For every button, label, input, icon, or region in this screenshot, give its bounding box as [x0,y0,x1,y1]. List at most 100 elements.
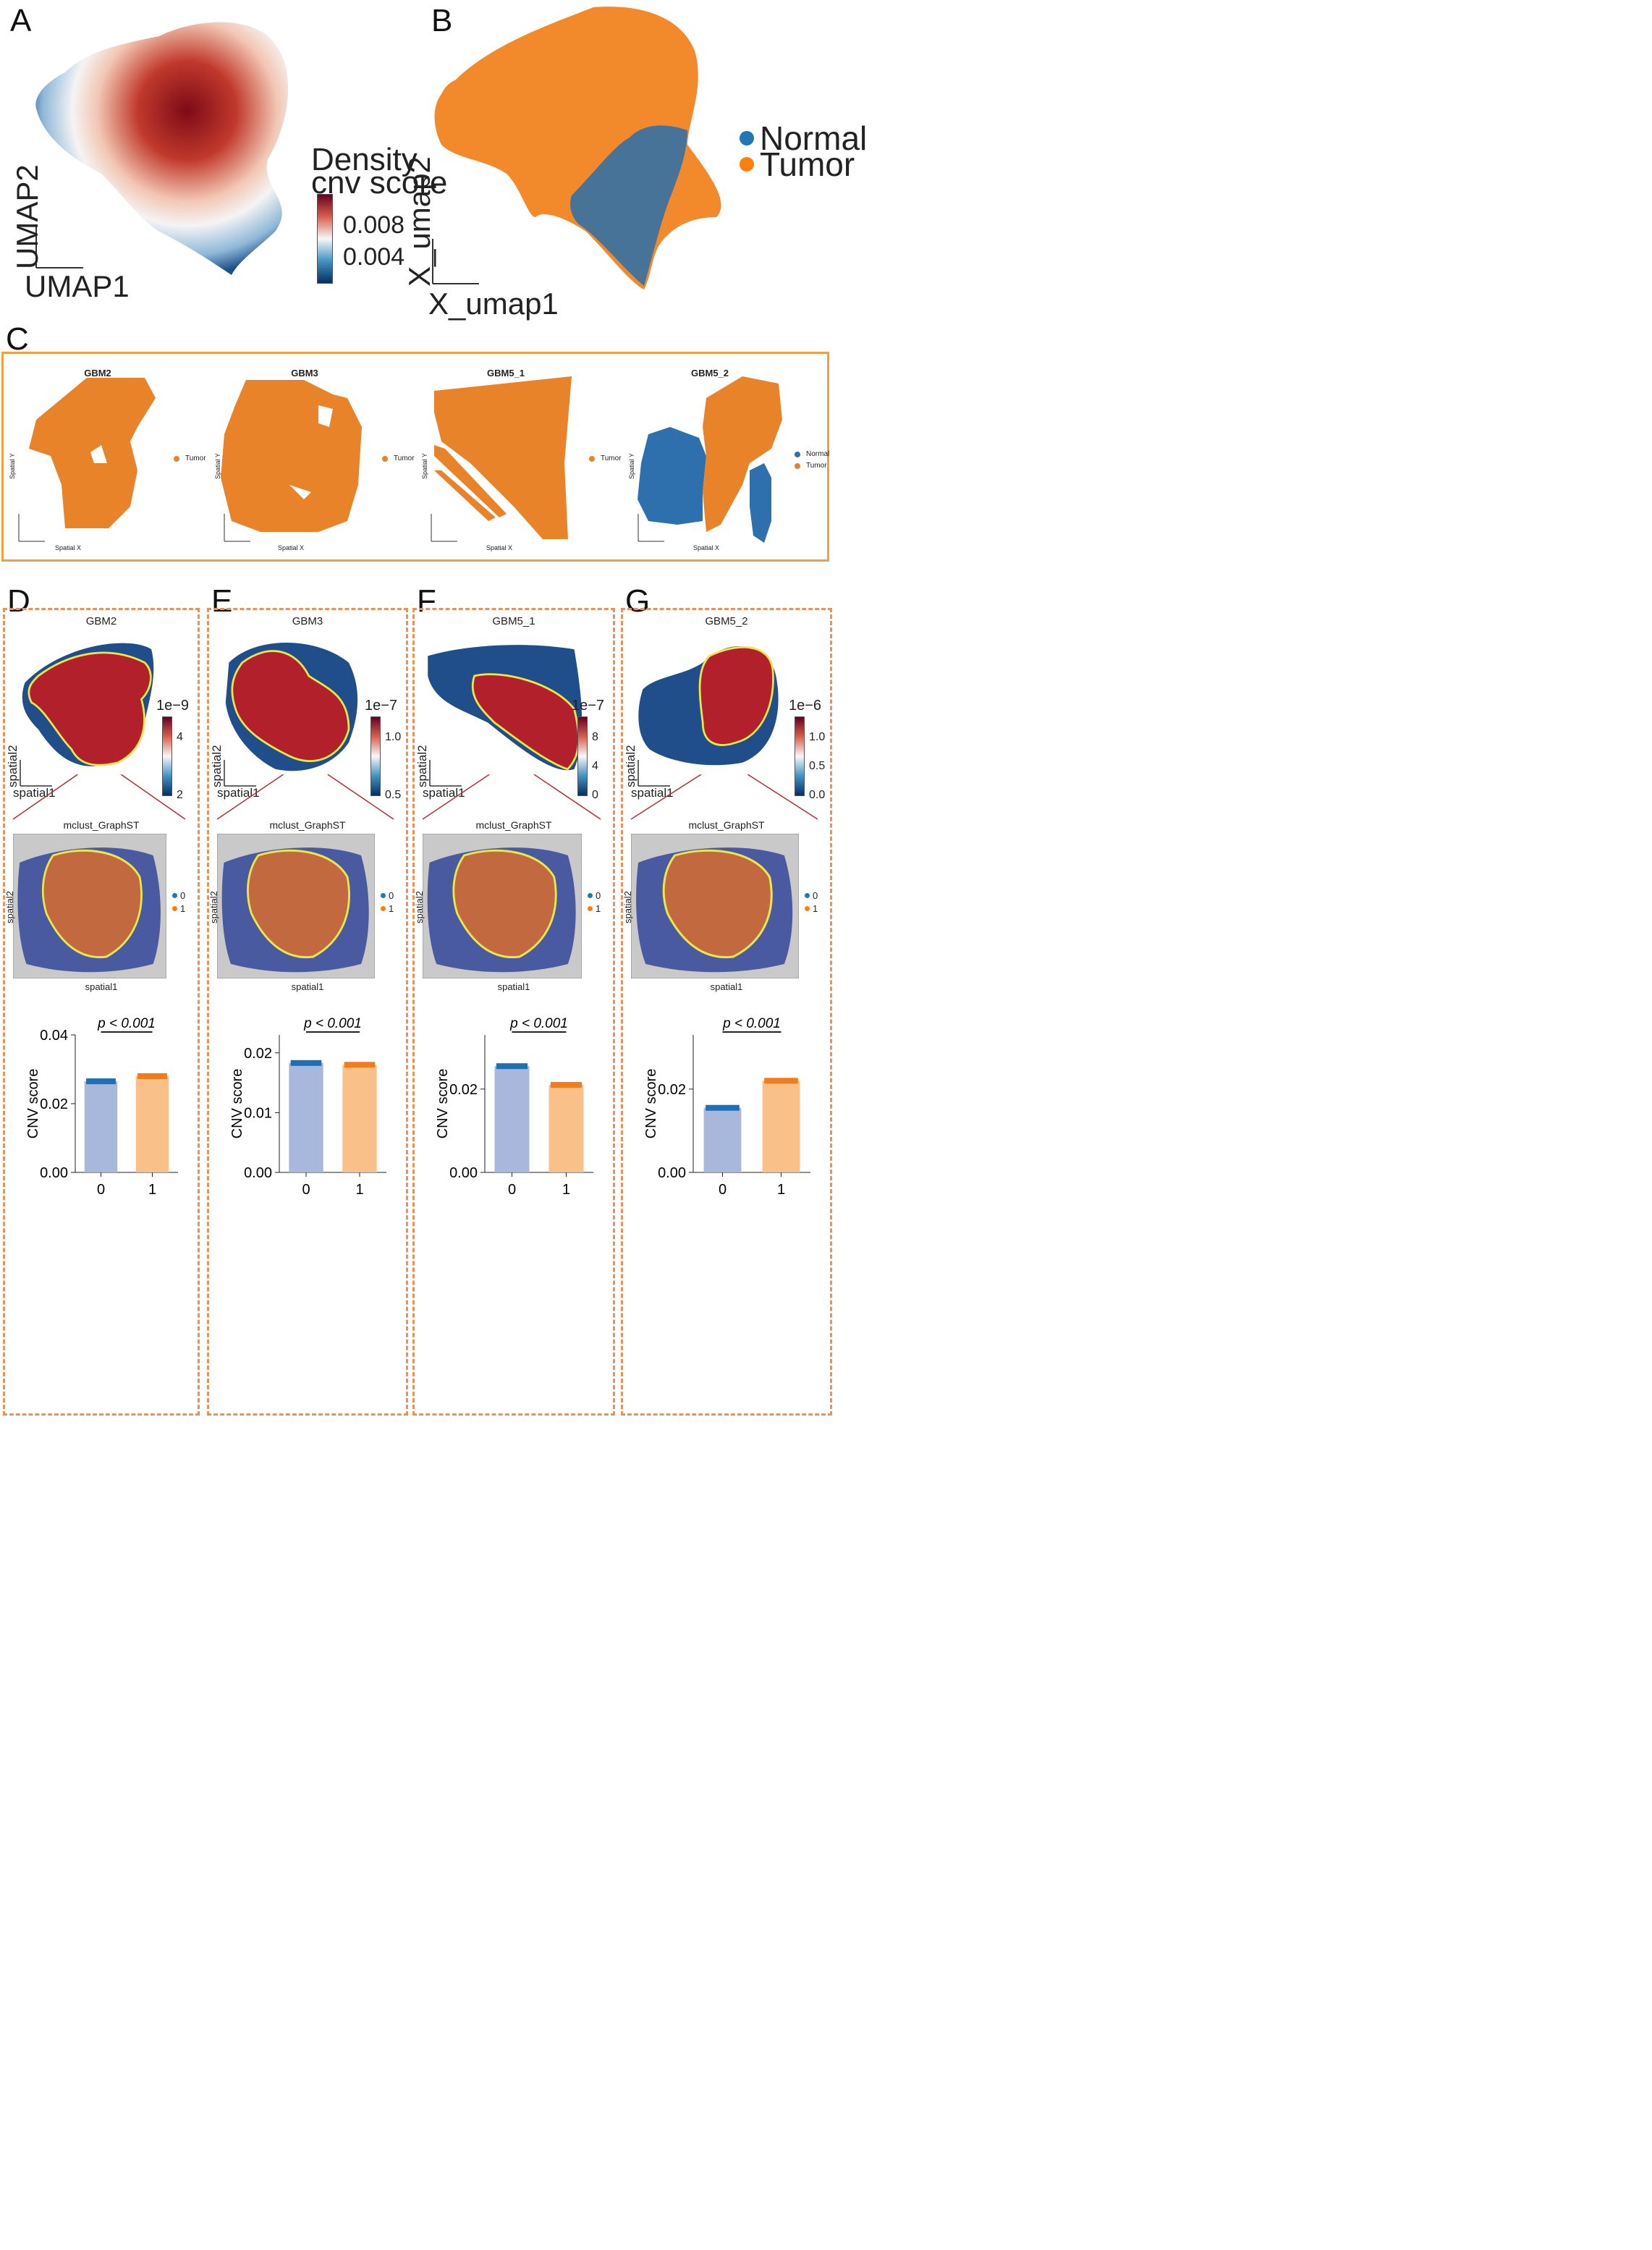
panel-g-ytick-label: 0.02 [658,1082,686,1098]
panel-f-xtick-label: 1 [562,1182,570,1198]
legend-tumor-label: Tumor [760,145,855,183]
c-gbm2-legend-tumor: Tumor [174,454,206,462]
c-gbm2-legend-label: Tumor [185,454,206,462]
panel-f-xtick-label: 0 [508,1182,516,1198]
panel-g-he-legend-0: 0 [805,890,818,901]
panel-d-heatmap-axes [20,760,52,787]
axis-label-umap2: UMAP2 [10,164,44,269]
panel-e-label: E [211,583,233,619]
c-gbm52-legend-normal-marker [795,451,800,457]
panel-g-he-ylabel: spatial2 [622,891,633,923]
panel-g-colorbar-exponent: 1e−6 [789,698,822,714]
panel-f-he-legend-0: 0 [588,890,601,901]
panel-f-he-image [423,834,582,978]
panel-f-colorbar-exponent: 1e−7 [572,698,605,714]
panel-e-heatmap-axes [224,760,256,787]
panel-g-title: GBM5_2 [705,615,748,627]
axis-label-x-umap2: X_umap2 [402,156,436,287]
panel-a-label: A [10,3,32,38]
c-gbm2-title: GBM2 [84,368,111,378]
panel-f-he-legend-label: 0 [596,890,601,901]
panel-e-colorbar-exponent: 1e−7 [365,698,398,714]
panel-e-title: GBM3 [292,615,323,627]
panel-g-bar-0 [703,1107,742,1172]
panel-d-he-title: mclust_GraphST [63,819,140,831]
panel-d-colorbar-tick: 2 [177,789,183,801]
c-gbm52-legend-tumor-marker [795,462,800,469]
panel-g-colorbar-tick: 1.0 [809,731,826,743]
panel-d-he-legend-0: 0 [172,890,185,901]
panel-d-colorbar-exponent: 1e−9 [156,698,190,714]
panel-f-title: GBM5_1 [492,615,535,627]
panel-d-he-legend-label: 1 [180,903,186,914]
panel-g-bar-points-1 [764,1078,798,1084]
panel-d-pvalue: p < 0.001 [97,1016,156,1031]
panel-d-bar-0 [84,1081,118,1172]
panel-b-label: B [431,3,453,38]
panel-e-he-legend-0: 0 [381,890,394,901]
panel-d-bar-1 [135,1076,169,1172]
panel-g-xtick-label: 1 [777,1182,785,1198]
panel-f-frame [412,608,615,1416]
colorbar-tick-low: 0.004 [343,243,405,271]
panel-f-zoom-connectors [422,774,601,820]
panel-g-bar-ylabel: CNV score [643,1069,659,1139]
panel-d-he-legend-label: 0 [180,890,186,901]
c-gbm3-spatial [221,380,362,532]
c-gbm52-axes [637,514,664,542]
panel-d-zoom-connectors [12,774,186,820]
panel-g-heatmap-axes [637,760,670,787]
panel-f-he-title: mclust_GraphST [475,819,552,831]
panel-e-bar-1 [342,1065,377,1172]
panel-e-he-ylabel: spatial2 [208,891,219,923]
panel-g-he-image [631,834,799,978]
c-gbm52-spatial [637,376,782,543]
panel-b-axis-arrows [432,239,479,284]
c-gbm51-xlabel: Spatial X [486,544,513,551]
panel-f-bar-chart: 0.02 0.00 0 1 p < 0.001 CNV score [435,1016,593,1198]
panel-d-ytick-label: 0.00 [40,1165,68,1181]
c-gbm52-legend-normal-label: Normal [806,450,830,458]
panel-d-label: D [7,583,30,619]
panel-g-frame [621,608,832,1416]
panel-f-bar-ylabel: CNV score [435,1069,451,1139]
c-gbm51-legend-label: Tumor [601,454,622,462]
panel-c-frame [1,352,829,562]
panel-e-he-legend-label: 0 [389,890,394,901]
c-gbm51-title: GBM5_1 [486,368,525,378]
panel-g-heatmap-xlabel: spatial1 [631,786,674,800]
c-gbm52-ylabel: Spatial Y [628,453,635,479]
panel-f-colorbar-tick: 0 [592,789,598,801]
panel-f-spatial-heatmap [428,645,583,771]
panel-g-colorbar-tick: 0.0 [809,789,826,801]
panel-e-he-xlabel: spatial1 [291,981,324,992]
panel-e-tumor-region-outline [231,650,350,762]
panel-d-title: GBM2 [85,615,117,627]
panel-d-xtick-label: 0 [97,1182,105,1198]
panel-e-pvalue: p < 0.001 [303,1016,362,1031]
panel-d-he-image [13,834,166,978]
panel-e-colorbar [370,716,381,796]
c-gbm51-spatial [434,376,572,539]
panel-f-pvalue: p < 0.001 [509,1016,568,1031]
panel-e-ytick-label: 0.00 [244,1165,272,1181]
legend-normal-marker [740,131,754,145]
panel-g-label: G [625,583,651,619]
panel-g-he-legend-label: 1 [813,903,818,914]
panel-f-heatmap-axes [429,760,462,787]
panel-e-frame [207,608,408,1416]
panel-d-spatial-heatmap [22,643,154,766]
panel-a-axis-arrows [35,224,83,268]
panel-e-spatial-heatmap [225,643,358,771]
c-gbm2-spatial [29,378,156,528]
panel-g-he-legend-marker [805,893,810,898]
panel-g-colorbar-tick: 0.5 [809,760,826,772]
panel-f-he-ylabel: spatial2 [414,891,425,923]
panel-e-zoom-connectors [216,774,394,820]
legend-tumor: Tumor [740,145,855,184]
panel-e-bar-points-0 [290,1060,322,1066]
c-gbm51-ylabel: Spatial Y [421,453,428,479]
colorbar-tick-high: 0.008 [343,211,405,239]
panel-e-colorbar-tick: 0.5 [385,789,402,801]
panel-f-he-legend-marker [588,906,593,911]
